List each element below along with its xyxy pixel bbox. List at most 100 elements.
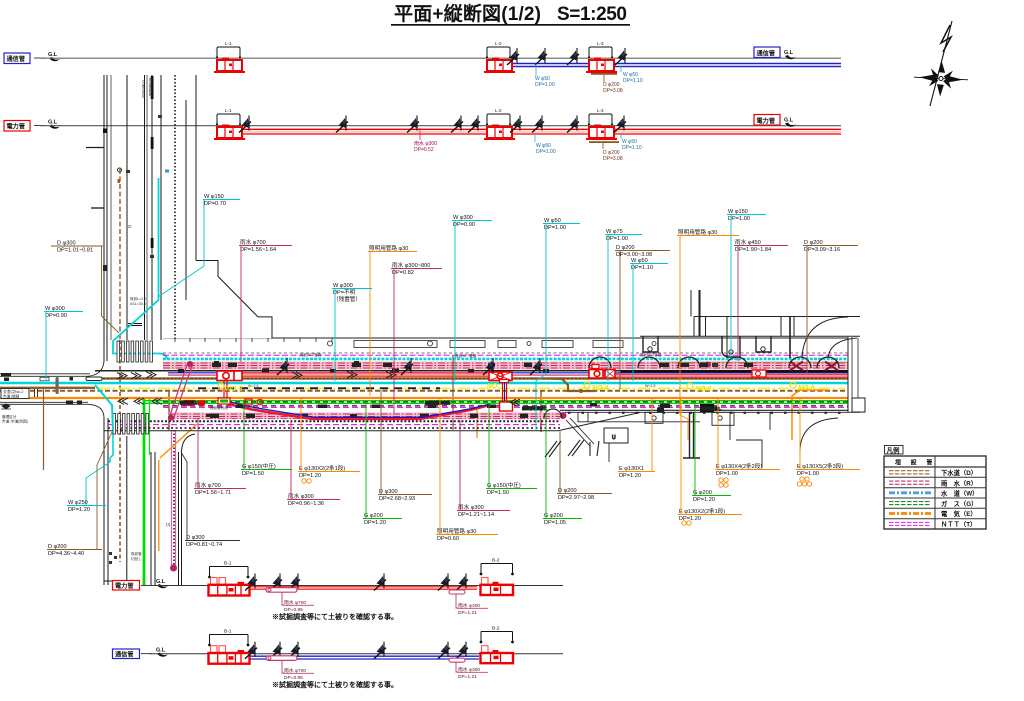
svg-text:雨水 φ300: 雨水 φ300 [458, 503, 484, 511]
svg-text:B-1: B-1 [224, 561, 232, 567]
svg-text:D φ200: D φ200 [558, 488, 577, 494]
svg-text:既設管布設替え: 既設管布設替え [522, 406, 548, 411]
svg-text:DP=1.50: DP=1.50 [242, 471, 264, 477]
svg-text:DP=0.96~1.36: DP=0.96~1.36 [288, 501, 324, 507]
svg-text:DP=不明: DP=不明 [333, 289, 356, 296]
svg-text:交差点No.2: 交差点No.2 [3, 388, 24, 394]
svg-text:DP=1.00: DP=1.00 [606, 236, 628, 242]
svg-text:雨水 φ300: 雨水 φ300 [458, 602, 480, 609]
svg-text:（残置管）: （残置管） [333, 295, 361, 303]
svg-text:通信管: 通信管 [115, 651, 134, 659]
svg-text:S=1:250: S=1:250 [557, 4, 627, 25]
svg-text:DP=1.20: DP=1.20 [299, 473, 321, 479]
svg-text:DP=1.21: DP=1.21 [458, 674, 477, 680]
svg-text:E φ130X2(2条1段): E φ130X2(2条1段) [679, 507, 725, 515]
svg-text:DP=1.10: DP=1.10 [623, 78, 643, 84]
svg-text:D φ200: D φ200 [603, 82, 620, 88]
svg-text:通信管: 通信管 [757, 50, 776, 58]
svg-text:DP=1.10: DP=1.10 [631, 265, 653, 271]
svg-text:DP=1.00: DP=1.00 [728, 216, 750, 222]
svg-text:DP=1.01~0.81: DP=1.01~0.81 [57, 248, 93, 254]
svg-text:DP=1.56~1.64: DP=1.56~1.64 [240, 247, 276, 253]
svg-text:切回し: 切回し [131, 556, 142, 561]
svg-text:埋 設 管: 埋 設 管 [895, 459, 936, 467]
svg-text:D φ300: D φ300 [57, 241, 76, 247]
svg-text:既設管: 既設管 [131, 551, 142, 556]
svg-text:ガ ス（G）: ガ ス（G） [941, 499, 977, 508]
svg-text:電力管: 電力管 [115, 582, 134, 590]
svg-text:O: O [128, 224, 132, 229]
svg-text:雨水 φ700: 雨水 φ700 [240, 238, 266, 246]
svg-text:DP=0.95: DP=0.95 [284, 607, 303, 613]
svg-text:既設管撤去布設: 既設管撤去布設 [425, 400, 451, 405]
svg-text:DP=1.90~1.84: DP=1.90~1.84 [735, 247, 771, 253]
svg-text:雨水 φ300: 雨水 φ300 [288, 492, 314, 500]
svg-text:G φ200: G φ200 [693, 490, 712, 496]
svg-text:雨水 φ700: 雨水 φ700 [284, 667, 306, 674]
svg-text:DP=1.21~1.14: DP=1.21~1.14 [458, 512, 494, 518]
svg-text:NO.3: NO.3 [226, 386, 242, 393]
svg-text:DP=1.05: DP=1.05 [544, 520, 566, 526]
svg-text:既設L=2.0: 既設L=2.0 [130, 296, 146, 301]
svg-text:DP=2.68~2.93: DP=2.68~2.93 [379, 496, 415, 502]
svg-text:DP=0.81~0.74: DP=0.81~0.74 [186, 542, 222, 548]
svg-text:DP=0.70: DP=0.70 [204, 201, 226, 207]
svg-text:管理区分: 管理区分 [2, 414, 17, 419]
svg-text:DP=0.90: DP=0.90 [45, 313, 67, 319]
svg-text:D φ200: D φ200 [804, 240, 823, 246]
svg-text:L-2: L-2 [495, 108, 502, 113]
svg-text:B-1: B-1 [224, 629, 232, 635]
svg-text:NO.5: NO.5 [695, 386, 711, 393]
svg-text:水 道（W）: 水 道（W） [941, 489, 978, 498]
svg-text:DP=1.00: DP=1.00 [536, 149, 556, 155]
svg-text:L-3: L-3 [597, 41, 604, 46]
svg-text:E φ130X1: E φ130X1 [619, 466, 644, 472]
svg-text:L-1: L-1 [225, 41, 232, 46]
svg-text:G φ150(中圧): G φ150(中圧) [487, 481, 521, 489]
svg-text:雨水 φ700: 雨水 φ700 [284, 599, 306, 606]
svg-text:G φ200: G φ200 [364, 513, 383, 519]
svg-text:L-2: L-2 [495, 41, 502, 46]
svg-text:G φ200: G φ200 [544, 513, 563, 519]
svg-text:DP=0.60: DP=0.60 [437, 536, 459, 542]
svg-text:B-2: B-2 [492, 558, 500, 564]
svg-text:W φ50: W φ50 [535, 76, 550, 82]
svg-text:照明用管路 φ30: 照明用管路 φ30 [369, 244, 408, 252]
svg-text:NO.: NO. [487, 383, 500, 390]
svg-text:DP=4.36~4.40: DP=4.36~4.40 [48, 551, 84, 557]
svg-text:W φ250: W φ250 [68, 500, 88, 506]
svg-text:G φ150(中圧): G φ150(中圧) [242, 462, 276, 470]
svg-text:雨水 φ700: 雨水 φ700 [195, 481, 221, 489]
svg-text:DP=1.10: DP=1.10 [622, 145, 642, 151]
svg-text:雨水 φ300~800: 雨水 φ300~800 [392, 261, 430, 269]
svg-text:ＮＴＴ（T）: ＮＴＴ（T） [941, 521, 976, 529]
svg-text:照明用管路 φ30: 照明用管路 φ30 [678, 228, 717, 236]
svg-text:電力管: 電力管 [7, 123, 26, 131]
svg-text:D φ200: D φ200 [616, 245, 635, 251]
svg-text:D φ300: D φ300 [379, 489, 398, 495]
svg-text:DP=3.09~3.16: DP=3.09~3.16 [804, 247, 840, 253]
svg-text:DP=3.08: DP=3.08 [603, 156, 623, 162]
svg-text:(I): (I) [166, 522, 171, 527]
svg-text:DP=0.82: DP=0.82 [392, 270, 414, 276]
svg-text:B-2: B-2 [492, 626, 500, 632]
svg-text:雨水 φ300: 雨水 φ300 [414, 140, 437, 147]
svg-text:W φ50: W φ50 [544, 218, 561, 224]
svg-text:既設管移設: 既設管移設 [148, 78, 153, 97]
svg-text:E φ130X2(2条1段): E φ130X2(2条1段) [299, 464, 345, 472]
svg-text:DP=0.90: DP=0.90 [453, 222, 475, 228]
svg-text:交差点改良: 交差点改良 [141, 79, 146, 98]
svg-text:DP=1.20: DP=1.20 [679, 516, 701, 522]
svg-text:既設NTT管路: 既設NTT管路 [300, 352, 322, 357]
svg-text:DP=1.00: DP=1.00 [797, 471, 819, 477]
svg-text:DP=1.00: DP=1.00 [535, 82, 555, 88]
svg-text:電 気（E）: 電 気（E） [941, 509, 977, 518]
svg-text:W φ300: W φ300 [453, 215, 473, 221]
svg-text:平面+縦断図(1/2): 平面+縦断図(1/2) [394, 2, 541, 25]
svg-text:W φ50: W φ50 [622, 139, 637, 145]
svg-text:W φ50: W φ50 [623, 72, 638, 78]
svg-text:W=2.5: W=2.5 [645, 384, 656, 388]
svg-text:DP=1.21: DP=1.21 [458, 610, 477, 616]
svg-text:DP=1.20: DP=1.20 [68, 507, 90, 513]
svg-text:W φ75: W φ75 [606, 229, 623, 235]
